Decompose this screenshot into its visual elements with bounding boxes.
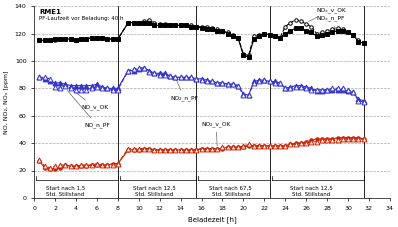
Text: RME1: RME1 [39, 9, 61, 15]
Y-axis label: NO, NO₂, NOₓ [ppm]: NO, NO₂, NOₓ [ppm] [4, 70, 9, 134]
Text: PF-Laufzeit vor Beladung: 40 h: PF-Laufzeit vor Beladung: 40 h [39, 16, 124, 21]
Text: Start nach 1,5
Std. Stillstand: Start nach 1,5 Std. Stillstand [46, 186, 85, 197]
Text: NO_n_PF: NO_n_PF [67, 90, 110, 128]
Text: Start nach 12,5
Std. Stillstand: Start nach 12,5 Std. Stillstand [290, 186, 333, 197]
Text: NO_v_OK: NO_v_OK [73, 90, 108, 111]
Text: NOₓ_n_PF: NOₓ_n_PF [316, 15, 345, 31]
Text: Start nach 12,5
Std. Stillstand: Start nach 12,5 Std. Stillstand [133, 186, 176, 197]
Text: NO₂_n_PF: NO₂_n_PF [170, 80, 198, 101]
Text: NOₓ_v_OK: NOₓ_v_OK [308, 7, 346, 21]
X-axis label: Beladezeit [h]: Beladezeit [h] [187, 216, 236, 223]
Text: NO₂_v_OK: NO₂_v_OK [201, 121, 231, 146]
Text: Start nach 67,5
Std. Stillstand: Start nach 67,5 Std. Stillstand [209, 186, 252, 197]
